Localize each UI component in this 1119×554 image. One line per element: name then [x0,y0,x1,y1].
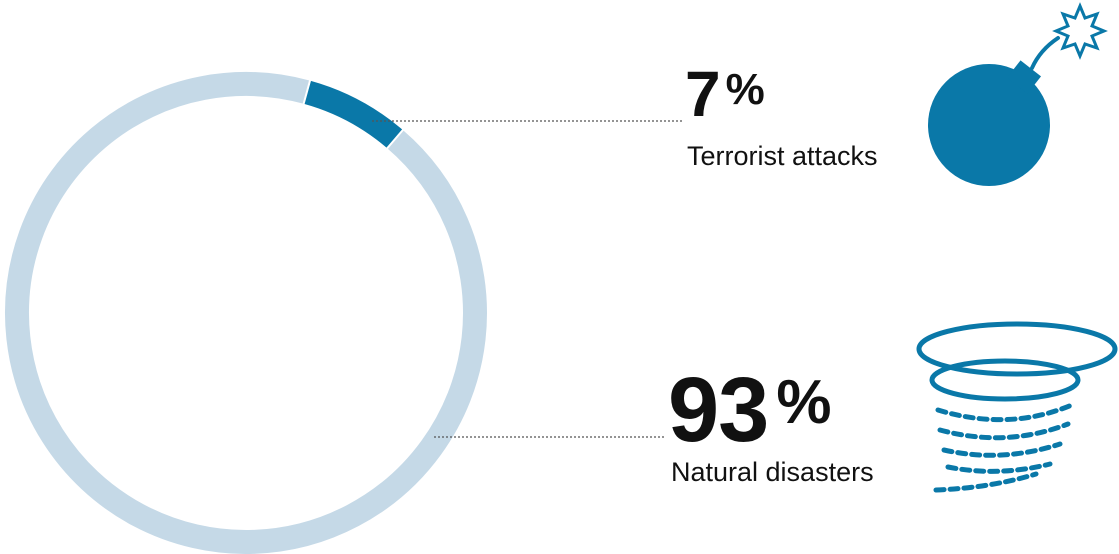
tornado-icon [916,321,1118,493]
terrorist-percent-sign: % [725,65,765,114]
segment-separator [385,128,405,150]
donut-segment-terrorist-attacks [303,80,403,149]
natural-label: Natural disasters [671,457,874,487]
donut-segment-natural-disasters [5,72,487,554]
segment-separator [302,79,312,106]
donut-ring [5,72,487,554]
natural-percent-sign: % [776,368,831,437]
terrorist-label: Terrorist attacks [687,141,878,171]
terrorist-value: 7 [685,58,721,130]
natural-percentage: 93% [668,359,831,461]
natural-value: 93 [668,359,769,461]
bomb-icon [928,2,1108,186]
terrorist-percentage: 7% [685,58,765,130]
